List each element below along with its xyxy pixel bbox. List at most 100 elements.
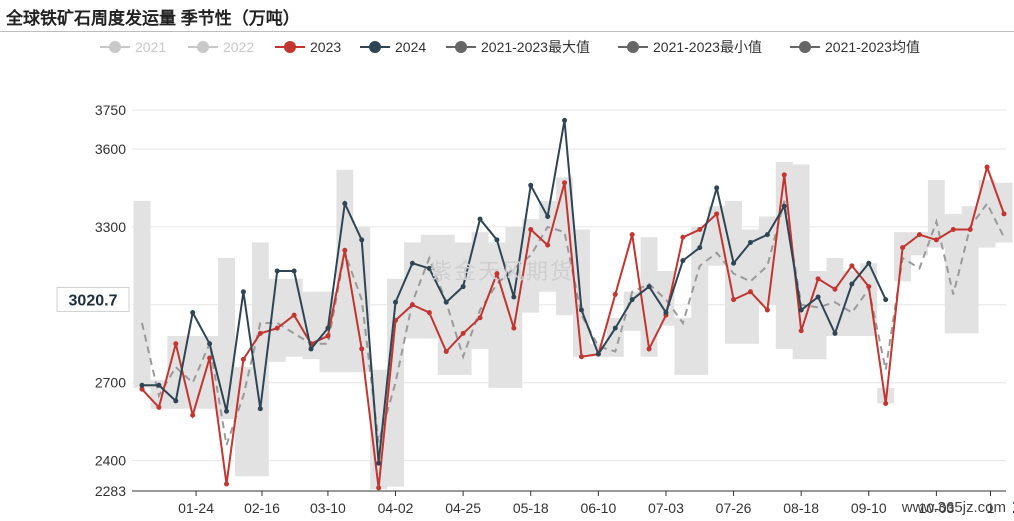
legend-label: 2023 (310, 39, 342, 55)
data-point (308, 346, 314, 352)
legend-marker-icon (360, 41, 390, 53)
data-point (781, 172, 787, 178)
data-point (612, 291, 618, 297)
data-point (697, 226, 703, 232)
title-divider (0, 31, 1014, 32)
data-point (359, 237, 365, 243)
data-point (207, 355, 213, 361)
data-point (511, 294, 517, 300)
series-line-2023 (141, 163, 1005, 489)
data-point (562, 117, 568, 123)
data-point (731, 297, 737, 303)
legend-marker-icon (446, 41, 476, 53)
legend-item-2021[interactable]: 2021 (100, 36, 166, 58)
data-point (1001, 211, 1007, 217)
legend-marker-icon (790, 41, 820, 53)
legend-marker-icon (618, 41, 648, 53)
data-point (578, 354, 584, 360)
data-point (832, 330, 838, 336)
corner-watermark: www.365jz.com (901, 499, 1006, 516)
crosshair-value-label: 3020.7 (69, 292, 118, 309)
data-point (409, 302, 415, 308)
data-point (764, 232, 770, 238)
data-point (494, 271, 500, 277)
data-point (612, 325, 618, 331)
legend-item-2024[interactable]: 2024 (360, 36, 426, 58)
y-tick-label: 3600 (95, 141, 126, 157)
data-point (156, 404, 162, 410)
data-point (443, 299, 449, 305)
data-point (747, 239, 753, 245)
data-point (409, 260, 415, 266)
data-point (156, 382, 162, 388)
data-point (511, 325, 517, 331)
y-tick-label: 2400 (95, 453, 126, 469)
crosshair-value-box (56, 286, 130, 312)
data-point (325, 325, 331, 331)
data-point (207, 341, 213, 347)
legend-marker-icon (275, 41, 305, 53)
chart-legend: 2021 2022 2023 2024 2021-2023最大值 2021-20… (0, 36, 1014, 60)
data-point (933, 237, 939, 243)
legend-item-max[interactable]: 2021-2023最大值 (446, 36, 590, 58)
data-point (477, 315, 483, 321)
data-point (173, 398, 179, 404)
data-point (798, 307, 804, 313)
legend-item-avg[interactable]: 2021-2023均值 (790, 36, 920, 58)
data-point (240, 356, 246, 362)
legend-item-2023[interactable]: 2023 (275, 36, 341, 58)
y-tick-label: 2283 (95, 483, 126, 499)
data-point (190, 310, 196, 316)
x-tick-label: 06-10 (580, 500, 616, 516)
data-point (562, 180, 568, 186)
data-point (595, 351, 601, 357)
data-point (680, 258, 686, 264)
data-point (680, 234, 686, 240)
x-tick-label: 04-25 (445, 500, 481, 516)
legend-label: 2021-2023均值 (825, 39, 920, 55)
legend-item-2022[interactable]: 2022 (188, 36, 254, 58)
data-point (376, 460, 382, 466)
data-point (629, 297, 635, 303)
data-point (883, 400, 889, 406)
data-point (781, 203, 787, 209)
x-tick-label: 03-10 (310, 500, 346, 516)
data-point (883, 297, 889, 303)
x-tick-label: 05-18 (513, 500, 549, 516)
data-point (528, 182, 534, 188)
data-point (224, 408, 230, 414)
data-point (663, 310, 669, 316)
data-point (139, 382, 145, 388)
legend-marker-icon (188, 41, 218, 53)
chart-title: 全球铁矿石周度发运量 季节性（万吨） (6, 9, 300, 28)
x-tick-label: 09-10 (851, 500, 887, 516)
data-point (545, 242, 551, 248)
y-tick-label: 2700 (95, 375, 126, 391)
data-point (764, 307, 770, 313)
watermark: 紫金天风期货 (430, 259, 575, 284)
data-point (950, 226, 956, 232)
data-point (443, 349, 449, 355)
data-point (393, 299, 399, 305)
data-point (646, 346, 652, 352)
data-point (849, 281, 855, 287)
data-point (460, 330, 466, 336)
data-point (545, 213, 551, 219)
x-tick-label: 11-05 (1012, 497, 1014, 517)
legend-item-min[interactable]: 2021-2023最小值 (618, 36, 762, 58)
data-point (866, 260, 872, 266)
x-tick-label: 01-24 (178, 500, 214, 516)
legend-label: 2021-2023最小值 (653, 39, 762, 55)
data-point (798, 328, 804, 334)
data-point (342, 200, 348, 206)
data-point (646, 284, 652, 290)
data-point (967, 226, 973, 232)
data-point (697, 245, 703, 251)
y-tick-label: 3300 (95, 219, 126, 235)
data-point (190, 412, 196, 418)
x-tick-label: 07-03 (648, 500, 684, 516)
data-point (359, 346, 365, 352)
x-tick-label: 02-16 (244, 500, 280, 516)
x-tick-label: 08-18 (783, 500, 819, 516)
